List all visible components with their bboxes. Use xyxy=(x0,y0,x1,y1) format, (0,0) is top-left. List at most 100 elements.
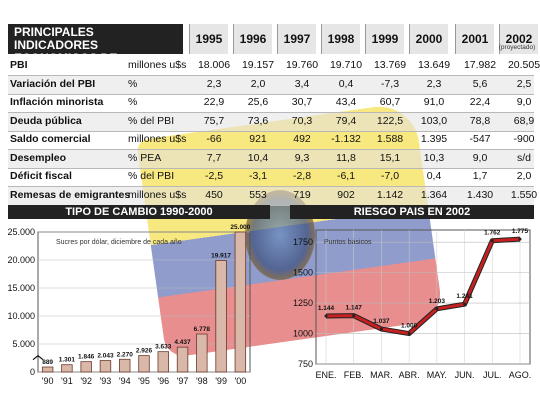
bar xyxy=(215,260,227,373)
y-tick-label: 750 xyxy=(298,359,313,369)
data-point xyxy=(518,237,522,241)
y-tick-label: 15.000 xyxy=(7,283,35,293)
table-cell: 9,0 xyxy=(472,151,488,164)
point-data-label: 1.037 xyxy=(373,318,390,325)
table-cell: 492 xyxy=(293,133,311,145)
row-label: Desempleo xyxy=(10,151,67,164)
table-cell: 15,1 xyxy=(379,151,401,164)
table-cell: 7,7 xyxy=(206,151,222,164)
y-tick-label: 1250 xyxy=(293,298,313,308)
x-tick-label: AGO. xyxy=(509,370,532,380)
y-tick-label: 25.000 xyxy=(7,227,35,237)
row-label: Variación del PBI xyxy=(10,77,96,90)
row-label: Inflación minorista xyxy=(10,96,104,108)
y-tick-label: 1750 xyxy=(293,237,313,247)
table-cell: 1.550 xyxy=(510,188,538,201)
table-title-line2: ECONOMICOS DE ECUADOR xyxy=(14,51,118,78)
table-cell: 2,0 xyxy=(250,77,266,90)
table-cell: 11,8 xyxy=(336,151,356,164)
table-cell: 1.395 xyxy=(420,133,448,145)
year-header-2000: 2000 xyxy=(409,24,448,54)
table-row: Remesas de emigrantes millones u$s 450 553 7… xyxy=(8,186,537,206)
table-cell: -1.132 xyxy=(331,133,361,145)
y-tick-label: 0 xyxy=(30,367,35,377)
row-unit: % PEA xyxy=(128,151,162,164)
table-row: Inflación minorista% 22,9 25,6 30,7 43,4 60,7… xyxy=(8,94,534,113)
x-tick-label: '99 xyxy=(215,376,227,386)
x-tick-label: '93 xyxy=(100,376,112,386)
x-tick-label: JUN. xyxy=(455,370,475,380)
projected-note: (proyectado) xyxy=(498,44,536,51)
row-label: Saldo comercial xyxy=(10,133,91,145)
table-cell: -900 xyxy=(513,133,535,145)
x-tick-label: '98 xyxy=(196,376,208,386)
year-header-1997: 1997 xyxy=(277,24,316,54)
table-row: PBI millones u$s 18.006 19.157 19.760 19.710 1… xyxy=(8,57,540,76)
bar-data-label: 1.301 xyxy=(59,357,76,364)
row-label: Deuda pública xyxy=(10,114,82,127)
table-cell: 19.710 xyxy=(329,59,363,71)
row-unit: millones u$s xyxy=(128,133,187,145)
bar xyxy=(80,361,92,373)
row-label: PBI xyxy=(10,59,28,71)
table-cell: 19.760 xyxy=(285,59,319,71)
bar xyxy=(234,231,247,373)
table-cell: 13.649 xyxy=(417,59,451,71)
table-cell: 103,0 xyxy=(420,114,448,127)
table-cell: s/d xyxy=(516,151,531,164)
bar xyxy=(61,364,73,373)
year-header-1995: 1995 xyxy=(189,24,228,54)
point-data-label: 1.147 xyxy=(346,305,363,312)
table-row: Desempleo % PEA 7,7 10,4 9,3 11,8 15,1 10,3 9,0 s… xyxy=(8,149,534,169)
table-cell: 0,4 xyxy=(426,170,442,182)
table-cell: -3,1 xyxy=(248,170,268,182)
country-risk-line-chart: 750 1000 1250 1500 1750 Puntos básicos ENE. FEB… xyxy=(293,228,532,380)
y-axis-note: Puntos básicos xyxy=(324,239,372,246)
axis-break-mark xyxy=(32,354,44,361)
row-unit: millones u$s xyxy=(128,59,187,71)
x-tick-label: '96 xyxy=(157,376,169,386)
table-cell: 2,5 xyxy=(516,77,532,90)
table-cell: 22,4 xyxy=(469,96,491,108)
bar-data-label: 3.633 xyxy=(155,344,172,351)
row-unit: % del PBI xyxy=(128,170,175,182)
bar-data-label: 19.917 xyxy=(211,252,231,259)
table-cell: 13.769 xyxy=(373,59,407,71)
data-point xyxy=(435,307,439,311)
x-tick-label: ENE. xyxy=(315,370,336,380)
table-cell: 78,8 xyxy=(469,114,491,127)
table-cell: 73,6 xyxy=(247,114,269,127)
table-cell: 9,0 xyxy=(516,96,532,108)
year-header-2001: 2001 xyxy=(455,24,494,54)
table-cell: 921 xyxy=(249,133,267,145)
table-cell: 553 xyxy=(249,188,267,201)
row-label: Déficit fiscal xyxy=(10,170,72,182)
y-tick-label: 5.000 xyxy=(12,339,35,349)
table-row: Déficit fiscal % del PBI -2,5 -3,1 -2,8 -6,1 -… xyxy=(8,168,534,187)
bar-data-label: 2.043 xyxy=(97,353,114,360)
table-cell: 91,0 xyxy=(423,96,445,108)
bar xyxy=(176,346,189,373)
table-cell: -66 xyxy=(206,133,222,145)
table-cell: 18.006 xyxy=(197,59,231,71)
x-tick-label: '94 xyxy=(119,376,131,386)
point-data-label: 1.000 xyxy=(401,323,418,330)
y-tick-label: 10.000 xyxy=(7,311,35,321)
row-unit: % xyxy=(128,77,138,90)
risk-chart-title: RIESGO PAIS EN 2002 xyxy=(290,205,534,219)
year-header-1996: 1996 xyxy=(233,24,272,54)
bar xyxy=(157,351,169,373)
x-tick-label: ABR. xyxy=(399,370,420,380)
x-tick-label: MAR. xyxy=(370,370,393,380)
table-row: Variación del PBI% 2,3 2,0 3,4 0,4 -7,3 2,3 5,6… xyxy=(8,75,534,95)
point-data-label: 1.762 xyxy=(484,230,501,237)
table-cell: 9,3 xyxy=(294,151,310,164)
data-point xyxy=(352,314,356,318)
table-cell: -7,0 xyxy=(380,170,400,182)
table-cell: 79,4 xyxy=(335,114,357,127)
table-cell: 3,4 xyxy=(294,77,310,90)
x-tick-label: FEB. xyxy=(344,370,364,380)
exchange-chart-title: TIPO DE CAMBIO 1990-2000 xyxy=(8,205,270,219)
row-unit: % del PBI xyxy=(128,114,175,127)
table-cell: 20.505 xyxy=(507,59,540,71)
